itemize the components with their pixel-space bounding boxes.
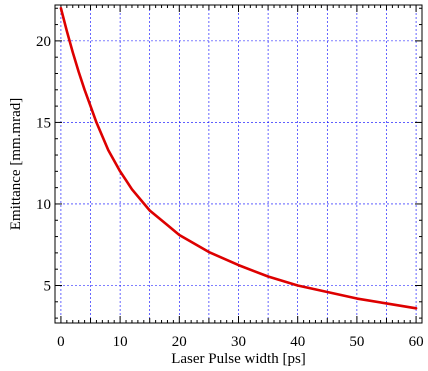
x-tick-label: 40 xyxy=(290,334,305,350)
tick-labels: 0 10 20 30 40 50 60 5 10 15 20 xyxy=(36,34,424,350)
series-layer xyxy=(59,6,418,310)
x-tick-label: 10 xyxy=(113,334,128,350)
plot-frame xyxy=(54,4,423,324)
axis-ticks xyxy=(55,5,423,323)
y-axis-title: Emittance [mm.mrad] xyxy=(8,98,24,230)
y-tick-label: 20 xyxy=(36,34,51,50)
y-tick-label: 5 xyxy=(44,278,52,294)
x-tick-label: 30 xyxy=(231,334,246,350)
series-line xyxy=(59,6,418,310)
x-axis-title: Laser Pulse width [ps] xyxy=(171,351,306,367)
x-tick-label: 50 xyxy=(349,334,364,350)
x-tick-label: 20 xyxy=(172,334,187,350)
grid-lines xyxy=(55,5,422,323)
y-tick-label: 15 xyxy=(36,115,51,131)
y-tick-label: 10 xyxy=(36,197,51,213)
x-tick-label: 0 xyxy=(57,334,65,350)
x-tick-label: 60 xyxy=(409,334,424,350)
